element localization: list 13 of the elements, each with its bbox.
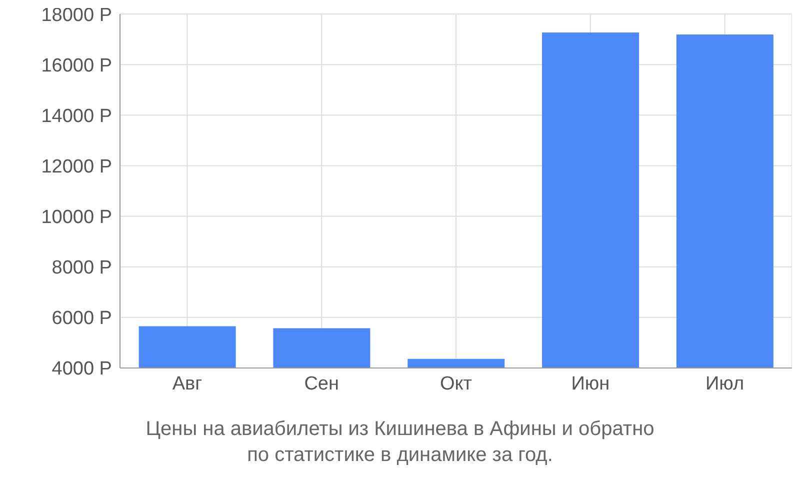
y-tick-label: 4000 Р xyxy=(52,358,112,380)
x-tick-label: Окт xyxy=(440,373,472,394)
x-tick-label: Сен xyxy=(304,373,339,394)
y-tick-label: 12000 Р xyxy=(41,156,112,178)
x-tick-label: Авг xyxy=(172,373,202,394)
x-tick-label: Июл xyxy=(706,373,744,394)
y-tick-label: 16000 Р xyxy=(41,55,112,76)
text: Цены на авиабилеты из Кишинева в Афины и обратно по статистике в динамике за год. xyxy=(144,417,656,468)
x-tick-label: Июн xyxy=(571,373,610,394)
y-tick-label: 14000 Р xyxy=(41,106,112,127)
y-tick-label: 8000 Р xyxy=(52,258,112,279)
y-tick-label: 6000 Р xyxy=(52,308,112,330)
y-tick-label: 10000 Р xyxy=(41,207,112,228)
